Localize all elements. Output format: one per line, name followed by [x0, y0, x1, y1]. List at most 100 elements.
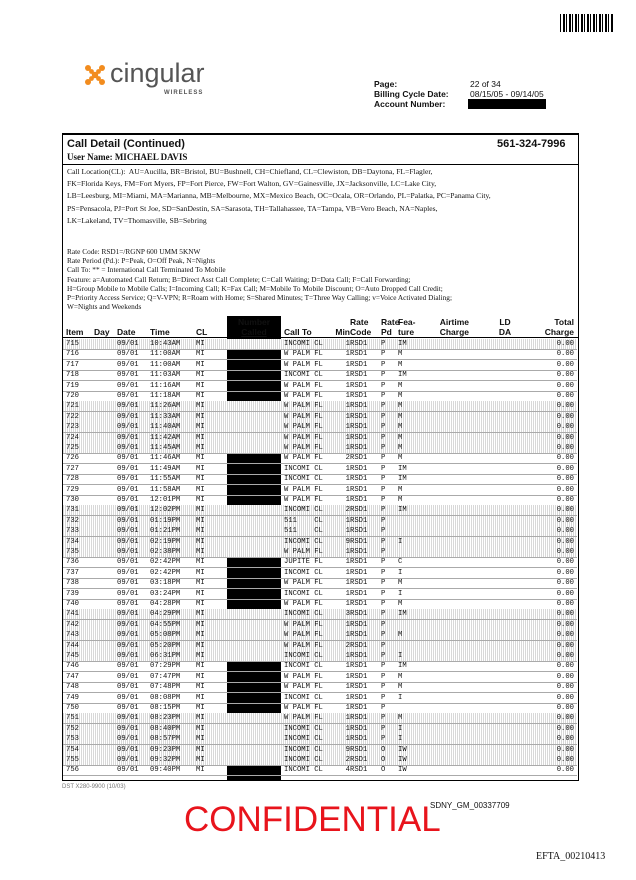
row-rule — [63, 723, 577, 724]
table-cell: 752 — [66, 724, 79, 733]
table-cell: 0.00 — [556, 527, 574, 536]
table-cell: 1 — [345, 423, 350, 432]
table-cell: 09/01 — [117, 392, 139, 400]
table-cell: 1 — [345, 558, 350, 567]
table-cell: 4 — [345, 766, 350, 775]
table-cell: 06:31PM — [150, 652, 181, 660]
table-cell: 9 — [345, 745, 350, 754]
column-header: Fea- — [398, 317, 416, 327]
column-header: Code — [350, 326, 372, 337]
table-cell: RSD1 — [350, 496, 368, 504]
table-cell: RSD1 — [350, 433, 368, 442]
table-cell: 756 — [66, 766, 79, 775]
table-cell: MI — [196, 412, 205, 421]
row-shading — [63, 505, 577, 516]
label: Billing Cycle Date: — [374, 89, 449, 99]
table-cell: 723 — [66, 423, 79, 432]
column-header: Airtime — [439, 317, 469, 327]
table-cell: 1 — [345, 371, 350, 380]
label: Page: — [374, 79, 398, 89]
table-cell: 729 — [66, 485, 79, 494]
row-shading — [63, 422, 577, 433]
table-cell: M — [398, 412, 403, 421]
table-cell: MI — [196, 350, 205, 359]
table-cell: P — [381, 537, 386, 546]
table-cell: 742 — [66, 620, 79, 629]
row-shading — [63, 411, 577, 423]
table-cell: RSD1 — [350, 683, 368, 692]
row-shading — [63, 640, 577, 651]
table-cell: RSD1 — [350, 548, 368, 556]
table-cell: W PALM FL — [284, 485, 323, 494]
table-cell: W PALM FL — [284, 412, 323, 421]
table-cell: MI — [196, 402, 205, 411]
table-cell: MI — [196, 756, 205, 764]
table-cell: 09/01 — [117, 579, 139, 588]
table-cell: 0.00 — [556, 433, 574, 442]
barcode — [560, 14, 614, 32]
table-cell: MI — [196, 506, 205, 515]
table-cell: P — [381, 579, 386, 588]
row-shading — [63, 339, 577, 350]
table-cell: IM — [398, 662, 407, 671]
table-cell: P — [381, 392, 386, 400]
table-cell: P — [381, 693, 386, 702]
table-cell: MI — [196, 693, 205, 702]
table-cell: 746 — [66, 662, 79, 671]
table-cell: 0.00 — [556, 693, 574, 702]
row-shading — [63, 619, 577, 631]
table-cell: 09/01 — [117, 693, 139, 702]
table-cell: 728 — [66, 475, 79, 484]
table-cell: 751 — [66, 714, 79, 723]
table-cell: W PALM FL — [284, 631, 323, 640]
row-rule — [63, 588, 577, 589]
table-cell: 1 — [345, 600, 350, 608]
column-header: Charge — [544, 326, 574, 337]
table-cell: 722 — [66, 412, 79, 421]
logo-text: cingular — [110, 58, 205, 88]
rule — [62, 164, 578, 165]
row-rule — [63, 629, 577, 631]
row-rule — [63, 432, 577, 433]
row-rule — [63, 733, 577, 735]
table-cell: P — [381, 672, 386, 681]
table-cell: P — [381, 454, 386, 463]
table-cell: 1 — [345, 360, 350, 369]
table-cell: INCOMI CL — [284, 537, 323, 546]
table-cell: 755 — [66, 756, 79, 764]
table-cell: MI — [196, 360, 205, 369]
table-cell: MI — [196, 496, 205, 504]
table-cell: W PALM FL — [284, 392, 323, 400]
table-cell: 0.00 — [556, 652, 574, 660]
table-cell: 511 CL — [284, 516, 323, 525]
row-shading — [63, 443, 577, 454]
table-cell: 744 — [66, 641, 79, 650]
table-cell: 1 — [345, 412, 350, 421]
table-cell: RSD1 — [350, 568, 368, 577]
table-cell: 1 — [345, 631, 350, 640]
row-shading — [63, 744, 577, 755]
table-cell: RSD1 — [350, 527, 368, 536]
table-cell: 1 — [345, 620, 350, 629]
table-cell: 748 — [66, 683, 79, 692]
row-shading — [63, 713, 577, 724]
table-cell: 03:18PM — [150, 579, 181, 588]
value: 22 of 34 — [470, 79, 501, 89]
table-cell: 08:57PM — [150, 735, 181, 744]
table-cell: 09/01 — [117, 641, 139, 650]
table-cell: 11:58AM — [150, 485, 181, 494]
table-cell: 09/01 — [117, 745, 139, 754]
row-rule — [63, 380, 577, 381]
legend-line: Rate Period (Pd.): P=Peak, O=Off Peak, N… — [67, 256, 216, 266]
table-cell: P — [381, 641, 386, 650]
table-cell: 09/01 — [117, 423, 139, 432]
table-cell: 733 — [66, 527, 79, 536]
table-cell: MI — [196, 652, 205, 660]
table-cell: 05:08PM — [150, 631, 181, 640]
table-cell: 09/01 — [117, 527, 139, 536]
table-cell: W PALM FL — [284, 704, 323, 712]
table-cell: 0.00 — [556, 568, 574, 577]
table-cell: 11:33AM — [150, 412, 181, 421]
table-cell: RSD1 — [350, 537, 368, 546]
table-cell: P — [381, 402, 386, 411]
